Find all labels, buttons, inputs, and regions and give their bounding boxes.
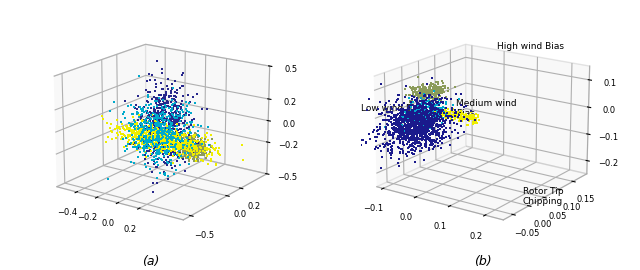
Text: Rotor Tip
Chipping: Rotor Tip Chipping: [523, 187, 563, 206]
Text: (b): (b): [474, 255, 492, 268]
Text: Medium wind
Bias: Medium wind Bias: [456, 99, 517, 118]
Text: High wind Bias: High wind Bias: [497, 42, 564, 51]
Text: (a): (a): [141, 255, 159, 268]
Text: Low wind Bias: Low wind Bias: [361, 104, 425, 113]
